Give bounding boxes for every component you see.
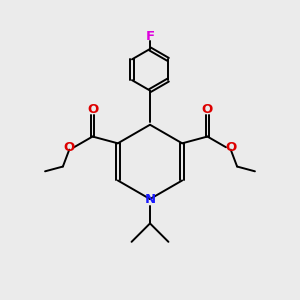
Text: F: F <box>146 30 154 43</box>
Text: O: O <box>202 103 213 116</box>
Text: O: O <box>63 141 74 154</box>
Text: N: N <box>144 193 156 206</box>
Text: O: O <box>87 103 98 116</box>
Text: O: O <box>226 141 237 154</box>
